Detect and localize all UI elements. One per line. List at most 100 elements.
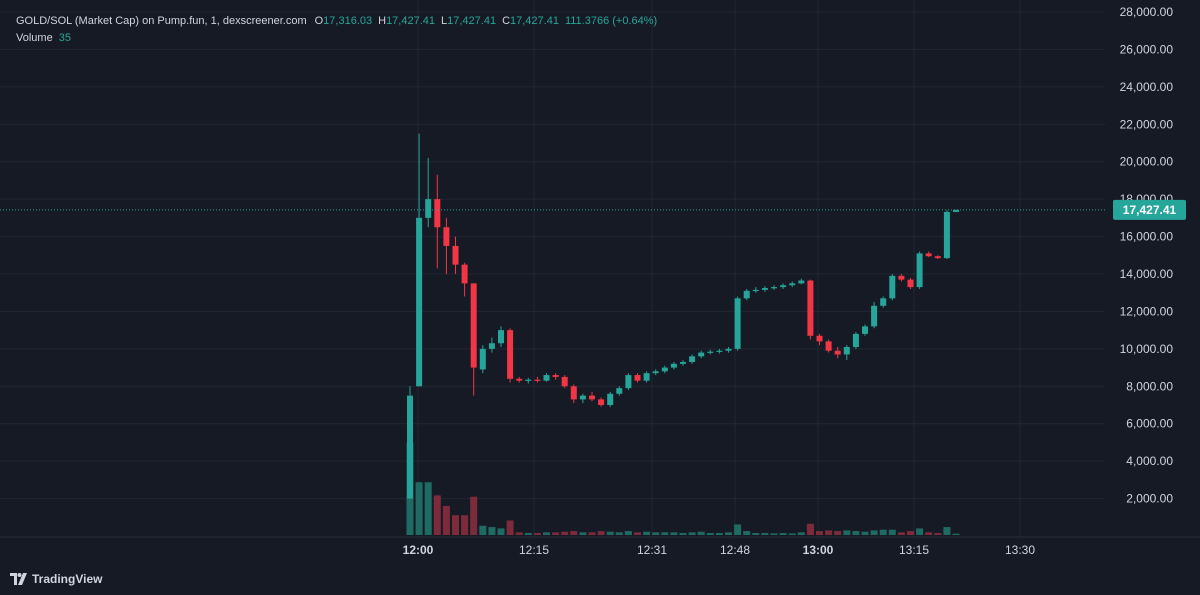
x-tick-label: 12:15: [519, 543, 549, 557]
last-price-tag-text: 17,427.41: [1123, 203, 1177, 217]
volume-bar: [415, 482, 423, 535]
volume-bar: [925, 532, 933, 535]
candle-body: [579, 395, 586, 400]
volume-bar: [579, 532, 587, 535]
volume-bar: [606, 531, 614, 535]
volume-bar: [725, 532, 732, 535]
volume-bar: [424, 482, 432, 535]
candle-body: [634, 375, 641, 381]
candle-body: [543, 375, 550, 381]
candle-body: [880, 298, 887, 306]
volume-bar: [543, 532, 550, 535]
volume-bar: [843, 530, 851, 535]
y-tick-label: 28,000.00: [1120, 5, 1174, 19]
x-tick-label: 12:00: [403, 543, 434, 557]
volume-bar: [943, 527, 951, 535]
candle-body: [943, 211, 950, 259]
volume-bar: [470, 496, 478, 535]
volume-bar: [797, 532, 805, 535]
candle-body: [734, 298, 741, 349]
y-tick-label: 4,000.00: [1126, 454, 1173, 468]
volume-bar: [952, 533, 960, 535]
volume-bar: [888, 529, 896, 535]
volume-bar: [861, 531, 869, 535]
y-tick-label: 20,000.00: [1120, 155, 1174, 169]
volume-bar: [852, 531, 860, 535]
last-price-tag-background: [1113, 199, 1186, 220]
candle-body: [752, 289, 759, 292]
volume-bar: [433, 495, 441, 535]
volume-bar: [788, 533, 796, 535]
volume-bar: [897, 532, 905, 535]
candle-body: [525, 379, 532, 381]
volume-bar: [670, 532, 678, 535]
y-tick-label: 16,000.00: [1120, 230, 1174, 244]
x-tick-label: 13:30: [1005, 543, 1035, 557]
volume-bar: [597, 531, 605, 535]
volume-legend: Volume 35: [16, 30, 71, 46]
y-tick-label: 24,000.00: [1120, 80, 1174, 94]
change-value: 111.3766 (+0.64%): [564, 15, 658, 27]
volume-label[interactable]: Volume: [16, 32, 53, 44]
volume-bar: [743, 531, 751, 535]
volume-bar: [688, 532, 696, 535]
candle-body: [761, 288, 768, 290]
volume-bar: [452, 515, 459, 535]
candle-body: [570, 386, 577, 400]
candle-body: [771, 287, 777, 289]
volume-bar: [706, 533, 714, 535]
volume-bar: [552, 532, 560, 535]
y-tick-label: 14,000.00: [1120, 267, 1174, 281]
volume-bar: [834, 531, 842, 535]
low-label: L: [441, 15, 448, 27]
time-scale: 12:00 12:15 12:31 12:48 13:00 13:15 13:30: [403, 543, 1036, 557]
candle-body: [916, 253, 923, 288]
candle-body: [425, 199, 432, 218]
candle-body: [516, 378, 523, 381]
candle-body: [789, 283, 796, 286]
candle-body: [479, 348, 486, 370]
candle-body: [907, 279, 914, 288]
volume-bar: [461, 515, 469, 535]
candle-body: [689, 356, 696, 362]
candle-body: [461, 264, 468, 284]
candle-body: [607, 393, 614, 405]
volume-bar: [870, 530, 878, 535]
candle-body: [871, 305, 878, 327]
volume-bar: [779, 533, 787, 535]
y-tick-label: 10,000.00: [1120, 342, 1174, 356]
volume-bar: [715, 533, 723, 535]
candle-body: [616, 388, 623, 394]
candle-body: [707, 351, 714, 353]
candle-body: [589, 395, 595, 400]
y-tick-label: 2,000.00: [1126, 492, 1173, 506]
x-tick-label: 12:31: [637, 543, 667, 557]
volume-bar: [697, 531, 705, 535]
close-value: 17,427.41: [510, 15, 559, 27]
volume-bar: [879, 529, 887, 535]
candle-body: [889, 275, 896, 299]
candle-body: [953, 209, 959, 212]
candle-body: [743, 290, 750, 299]
candle-body: [443, 227, 450, 246]
volume-bar: [806, 523, 814, 535]
volume-bar: [634, 532, 641, 535]
volume-bar: [515, 532, 523, 535]
candle-body: [862, 326, 868, 334]
candle-body: [452, 245, 459, 265]
x-tick-label: 13:00: [803, 543, 834, 557]
volume-bar: [442, 505, 450, 535]
volume-bar: [761, 533, 769, 535]
open-value: 17,316.03: [323, 15, 373, 27]
candle-body: [470, 283, 477, 368]
volume-bar: [934, 533, 942, 535]
symbol-title[interactable]: GOLD/SOL (Market Cap) on Pump.fun, 1, de…: [16, 15, 307, 27]
volume-bar: [652, 532, 660, 535]
candle-body: [798, 280, 805, 284]
tradingview-brand[interactable]: TradingView: [10, 571, 102, 587]
y-tick-label: 26,000.00: [1120, 42, 1174, 56]
candles: [407, 133, 959, 499]
